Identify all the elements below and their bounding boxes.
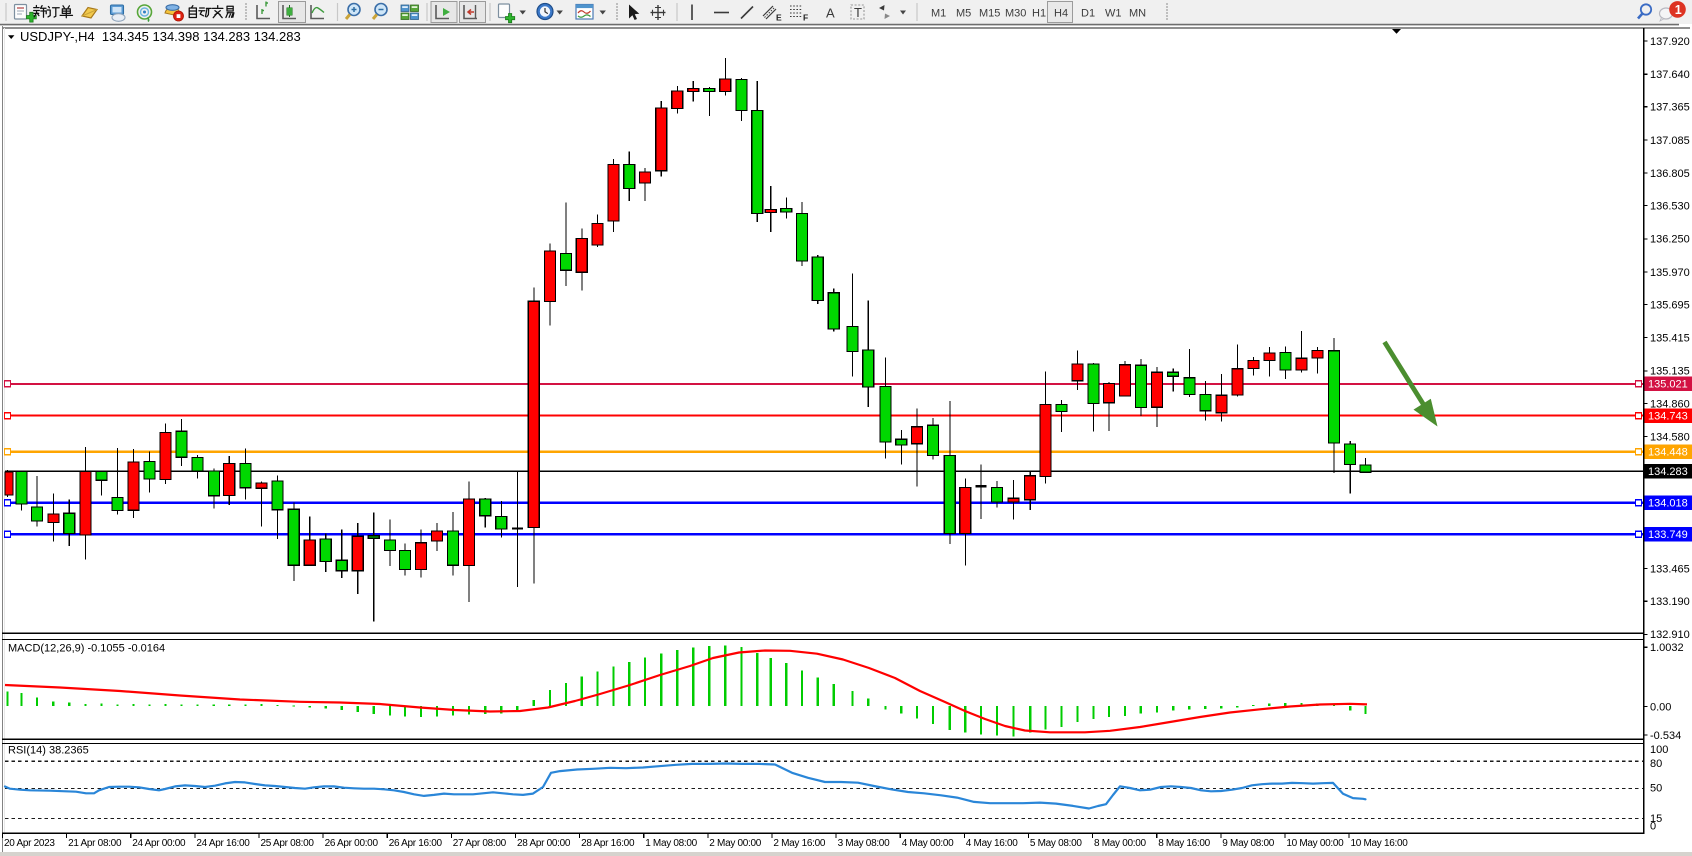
svg-text:134.018: 134.018 (1648, 498, 1688, 510)
svg-text:133.465: 133.465 (1650, 564, 1690, 576)
svg-text:1.0032: 1.0032 (1650, 642, 1684, 654)
svg-text:A: A (826, 6, 835, 21)
svg-text:26 Apr 16:00: 26 Apr 16:00 (389, 838, 443, 849)
svg-text:134.860: 134.860 (1650, 398, 1690, 410)
svg-text:135.135: 135.135 (1650, 366, 1690, 378)
svg-text:50: 50 (1650, 782, 1662, 794)
svg-text:100: 100 (1650, 744, 1668, 756)
svg-text:0: 0 (1650, 821, 1656, 833)
svg-text:F: F (803, 13, 808, 23)
svg-text:8 May 16:00: 8 May 16:00 (1158, 838, 1210, 849)
svg-text:28 Apr 00:00: 28 Apr 00:00 (517, 838, 571, 849)
svg-text:134.743: 134.743 (1648, 411, 1688, 423)
svg-text:80: 80 (1650, 758, 1662, 770)
svg-text:21 Apr 08:00: 21 Apr 08:00 (68, 838, 122, 849)
svg-text:MACD(12,26,9) -0.1055 -0.0164: MACD(12,26,9) -0.1055 -0.0164 (8, 643, 165, 655)
svg-text:24 Apr 16:00: 24 Apr 16:00 (196, 838, 250, 849)
svg-text:10 May 16:00: 10 May 16:00 (1351, 838, 1409, 849)
svg-text:8 May 00:00: 8 May 00:00 (1094, 838, 1146, 849)
svg-text:133.749: 133.749 (1648, 529, 1688, 541)
svg-text:0.00: 0.00 (1650, 702, 1671, 714)
svg-text:4 May 16:00: 4 May 16:00 (966, 838, 1018, 849)
svg-text:27 Apr 08:00: 27 Apr 08:00 (453, 838, 507, 849)
svg-text:1 May 08:00: 1 May 08:00 (645, 838, 697, 849)
svg-text:9 May 08:00: 9 May 08:00 (1222, 838, 1274, 849)
svg-text:136.250: 136.250 (1650, 234, 1690, 246)
svg-text:25 Apr 08:00: 25 Apr 08:00 (261, 838, 315, 849)
svg-text:M30: M30 (1005, 8, 1026, 20)
svg-text:135.415: 135.415 (1650, 333, 1690, 345)
svg-text:134.580: 134.580 (1650, 431, 1690, 443)
svg-text:H4: H4 (1054, 8, 1068, 20)
svg-text:W1: W1 (1105, 8, 1122, 20)
svg-text:E: E (776, 13, 782, 23)
svg-text:MN: MN (1129, 8, 1146, 20)
svg-text:28 Apr 16:00: 28 Apr 16:00 (581, 838, 635, 849)
svg-text:134.283: 134.283 (1648, 466, 1688, 478)
svg-text:RSI(14) 38.2365: RSI(14) 38.2365 (8, 745, 89, 757)
svg-text:20 Apr 2023: 20 Apr 2023 (4, 838, 55, 849)
svg-text:-0.534: -0.534 (1650, 730, 1681, 742)
svg-text:4 May 00:00: 4 May 00:00 (902, 838, 954, 849)
svg-text:134.448: 134.448 (1648, 447, 1688, 459)
svg-text:M5: M5 (956, 8, 971, 20)
svg-text:1: 1 (1675, 3, 1682, 17)
svg-text:24 Apr 00:00: 24 Apr 00:00 (132, 838, 186, 849)
svg-text:137.085: 137.085 (1650, 135, 1690, 147)
svg-text:10 May 00:00: 10 May 00:00 (1286, 838, 1344, 849)
svg-text:137.365: 137.365 (1650, 102, 1690, 114)
svg-text:H1: H1 (1032, 8, 1046, 20)
svg-text:136.530: 136.530 (1650, 201, 1690, 213)
svg-text:USDJPY-,H4 134.345 134.398 13: USDJPY-,H4 134.345 134.398 134.283 134.2… (20, 29, 301, 44)
svg-text:135.021: 135.021 (1648, 379, 1688, 391)
svg-text:133.190: 133.190 (1650, 596, 1690, 608)
svg-text:132.910: 132.910 (1650, 629, 1690, 641)
svg-text:M15: M15 (979, 8, 1000, 20)
svg-text:15: 15 (1650, 813, 1662, 825)
svg-text:2 May 00:00: 2 May 00:00 (709, 838, 761, 849)
svg-text:137.920: 137.920 (1650, 36, 1690, 48)
svg-text:136.805: 136.805 (1650, 168, 1690, 180)
svg-text:2 May 16:00: 2 May 16:00 (773, 838, 825, 849)
svg-text:3 May 08:00: 3 May 08:00 (838, 838, 890, 849)
svg-text:M1: M1 (931, 8, 946, 20)
svg-text:D1: D1 (1081, 8, 1095, 20)
svg-text:135.970: 135.970 (1650, 267, 1690, 279)
svg-text:135.695: 135.695 (1650, 299, 1690, 311)
svg-text:5 May 08:00: 5 May 08:00 (1030, 838, 1082, 849)
svg-text:26 Apr 00:00: 26 Apr 00:00 (325, 838, 379, 849)
svg-text:137.640: 137.640 (1650, 69, 1690, 81)
svg-text:T: T (854, 5, 862, 20)
